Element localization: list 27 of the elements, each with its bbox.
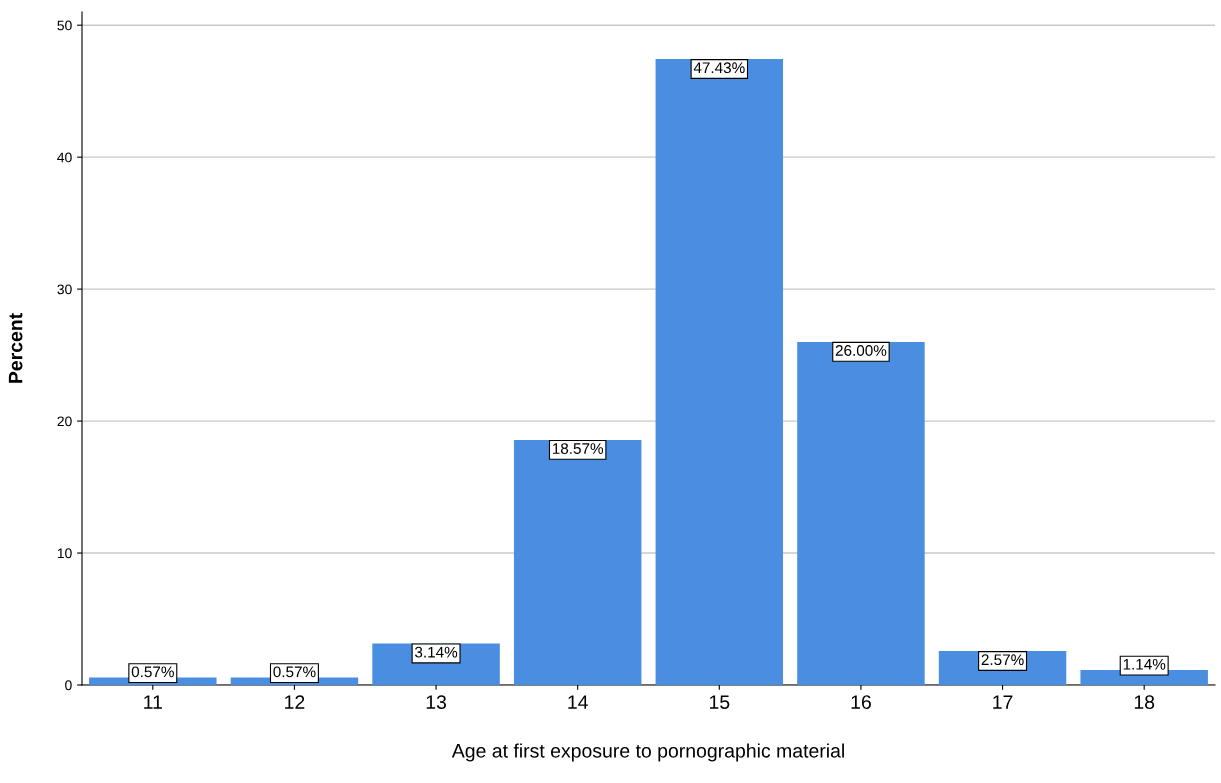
data-label: 0.57% [273, 666, 316, 678]
data-label: 1.14% [1123, 658, 1166, 670]
y-axis-title: Percent [8, 313, 23, 383]
x-tick-label: 14 [568, 695, 588, 709]
x-tick-label: 15 [709, 695, 730, 709]
data-label: 47.43% [693, 62, 745, 74]
y-tick-label: 30 [57, 284, 72, 295]
x-tick-label: 11 [144, 695, 162, 709]
x-tick-label: 17 [993, 695, 1013, 709]
data-label: 3.14% [414, 646, 458, 658]
bar [655, 59, 784, 685]
bar [513, 439, 642, 685]
x-tick-label: 18 [1134, 695, 1155, 709]
bar [797, 341, 925, 685]
data-label: 0.57% [131, 666, 174, 678]
y-tick-label: 50 [57, 20, 72, 31]
x-tick-label: 16 [851, 695, 871, 709]
data-label: 2.57% [981, 654, 1024, 666]
x-axis-title: Age at first exposure to pornographic material [451, 743, 844, 762]
y-tick-label: 10 [57, 548, 72, 559]
y-tick-label: 20 [57, 416, 72, 427]
x-tick-label: 12 [285, 695, 305, 709]
data-label: 18.57% [552, 443, 604, 454]
data-label: 26.00% [835, 345, 887, 356]
y-tick-label: 40 [57, 152, 72, 163]
x-tick-label: 13 [426, 695, 447, 709]
y-tick-label: 0 [65, 680, 72, 691]
